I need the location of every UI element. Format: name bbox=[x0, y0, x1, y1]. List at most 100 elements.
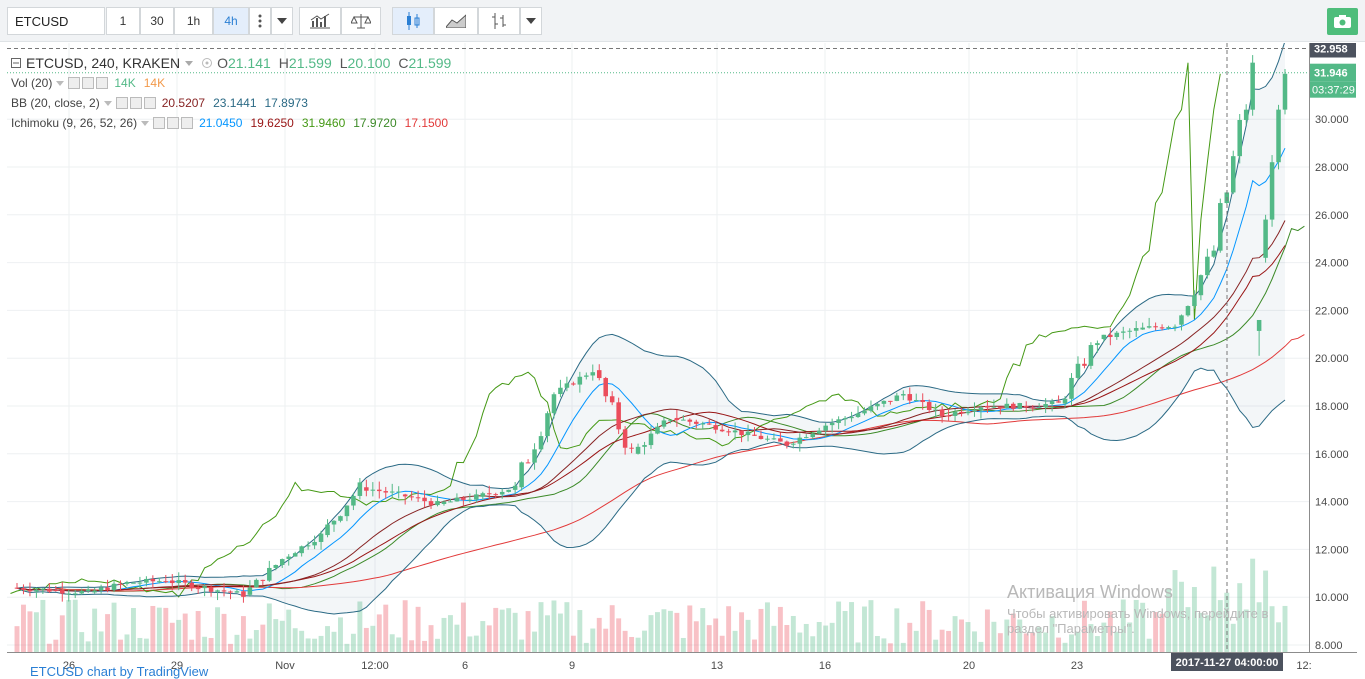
volume-bar bbox=[376, 614, 382, 652]
price-axis-label: 24.000 bbox=[1315, 258, 1349, 270]
crosshair-time-label: 2017-11-27 04:00:00 bbox=[1176, 657, 1279, 669]
candle-body bbox=[480, 493, 486, 497]
volume-bar bbox=[900, 642, 906, 652]
interval-30-button[interactable]: 30 bbox=[140, 7, 174, 35]
candle-body bbox=[383, 491, 389, 493]
chevron-down-icon[interactable] bbox=[103, 100, 112, 106]
candle-body bbox=[79, 590, 84, 594]
volume-bar bbox=[506, 608, 512, 652]
volume-bar bbox=[719, 635, 725, 652]
candle-body bbox=[862, 410, 867, 414]
candle-body bbox=[1043, 404, 1048, 408]
interval-4h-button[interactable]: 4h bbox=[213, 7, 249, 35]
volume-bar bbox=[557, 613, 563, 652]
volume-bar bbox=[1023, 633, 1029, 652]
price-axis-label: 30.000 bbox=[1315, 114, 1349, 126]
candle-body bbox=[525, 462, 531, 464]
candle-body bbox=[765, 438, 770, 440]
candle-body bbox=[312, 541, 317, 546]
candle-body bbox=[72, 593, 78, 595]
volume-bar bbox=[790, 615, 796, 652]
candle-body bbox=[629, 447, 634, 449]
candle-body bbox=[946, 415, 951, 417]
interval-dropdown-button[interactable] bbox=[271, 7, 293, 35]
indicators-button[interactable] bbox=[299, 7, 341, 35]
candle-body bbox=[577, 376, 583, 385]
volume-bar bbox=[279, 620, 285, 652]
area-style-button[interactable] bbox=[434, 7, 478, 35]
candle-body bbox=[1030, 407, 1035, 409]
candle-body bbox=[719, 429, 725, 432]
candle-body bbox=[1056, 401, 1061, 403]
volume-bar bbox=[1230, 623, 1236, 652]
candle-body bbox=[532, 449, 537, 463]
candle-body bbox=[422, 497, 427, 502]
volume-bar bbox=[823, 625, 829, 652]
chevron-down-icon[interactable] bbox=[56, 80, 65, 86]
time-axis-label: 23 bbox=[1071, 660, 1083, 672]
ichimoku-conversion-line bbox=[16, 147, 1286, 592]
candle-body bbox=[706, 423, 712, 425]
volume-bar bbox=[118, 639, 123, 652]
price-axis-label: 28.000 bbox=[1315, 162, 1349, 174]
candle-body bbox=[1269, 162, 1275, 220]
eye-icon bbox=[153, 117, 166, 129]
volume-bar bbox=[402, 600, 408, 652]
volume-bar bbox=[363, 627, 369, 652]
snapshot-button[interactable] bbox=[1327, 8, 1358, 35]
price-axis-label: 8.000 bbox=[1315, 640, 1343, 652]
candle-body bbox=[1023, 406, 1029, 408]
tradingview-attribution-link[interactable]: ETCUSD chart by TradingView bbox=[30, 664, 209, 679]
candle-body bbox=[377, 489, 382, 492]
ichimoku-indicator-actions[interactable] bbox=[153, 117, 194, 129]
bars-style-button[interactable] bbox=[478, 7, 520, 35]
candle-body bbox=[221, 590, 227, 592]
volume-bar bbox=[415, 606, 421, 652]
volume-bar bbox=[933, 639, 939, 652]
candle-body bbox=[279, 559, 285, 565]
volume-bar bbox=[46, 643, 52, 652]
chevron-down-icon[interactable] bbox=[141, 120, 150, 126]
more-intervals-button[interactable] bbox=[249, 7, 271, 35]
price-chart[interactable]: 30.000 28.000 26.000 24.000 22.000 20.000 18.0… bbox=[7, 43, 1357, 677]
volume-bar bbox=[991, 621, 997, 652]
volume-bar bbox=[228, 643, 233, 652]
candles-style-button[interactable] bbox=[392, 7, 434, 35]
compare-button[interactable] bbox=[341, 7, 381, 35]
bb-indicator-actions[interactable] bbox=[115, 97, 156, 109]
vol-indicator-actions[interactable] bbox=[68, 77, 109, 89]
interval-1-button[interactable]: 1 bbox=[106, 7, 140, 35]
candle-body bbox=[389, 491, 395, 493]
interval-1h-button[interactable]: 1h bbox=[174, 7, 213, 35]
collapse-icon[interactable] bbox=[11, 58, 21, 68]
candle-body bbox=[1276, 109, 1281, 163]
candle-body bbox=[338, 516, 343, 521]
candle-body bbox=[551, 394, 557, 414]
volume-bar bbox=[635, 637, 641, 652]
settings-icon[interactable] bbox=[201, 57, 213, 69]
volume-bar bbox=[312, 638, 318, 652]
chart-style-dropdown-button[interactable] bbox=[520, 7, 542, 35]
volume-bar bbox=[700, 608, 706, 652]
candle-body bbox=[616, 402, 621, 430]
time-axis-label: 20 bbox=[963, 660, 975, 672]
volume-bar bbox=[266, 603, 272, 652]
price-axis-label: 18.000 bbox=[1315, 401, 1349, 413]
chevron-down-icon bbox=[277, 18, 287, 24]
volume-bar bbox=[674, 612, 680, 652]
chart-area[interactable]: 30.000 28.000 26.000 24.000 22.000 20.000 18.0… bbox=[7, 43, 1357, 679]
candle-body bbox=[849, 417, 854, 419]
candle-body bbox=[292, 553, 298, 557]
volume-bar bbox=[648, 615, 654, 652]
candle-body bbox=[1069, 377, 1074, 399]
candle-body bbox=[267, 567, 272, 581]
volume-bar bbox=[874, 636, 880, 652]
candle-body bbox=[564, 383, 570, 388]
symbol-search-input[interactable]: ETCUSD bbox=[7, 7, 105, 35]
candle-body bbox=[299, 546, 304, 554]
chevron-down-icon[interactable] bbox=[185, 60, 194, 66]
volume-bar bbox=[1153, 612, 1159, 652]
volume-bar bbox=[92, 608, 98, 652]
candle-body bbox=[959, 411, 964, 414]
candle-body bbox=[441, 501, 447, 504]
